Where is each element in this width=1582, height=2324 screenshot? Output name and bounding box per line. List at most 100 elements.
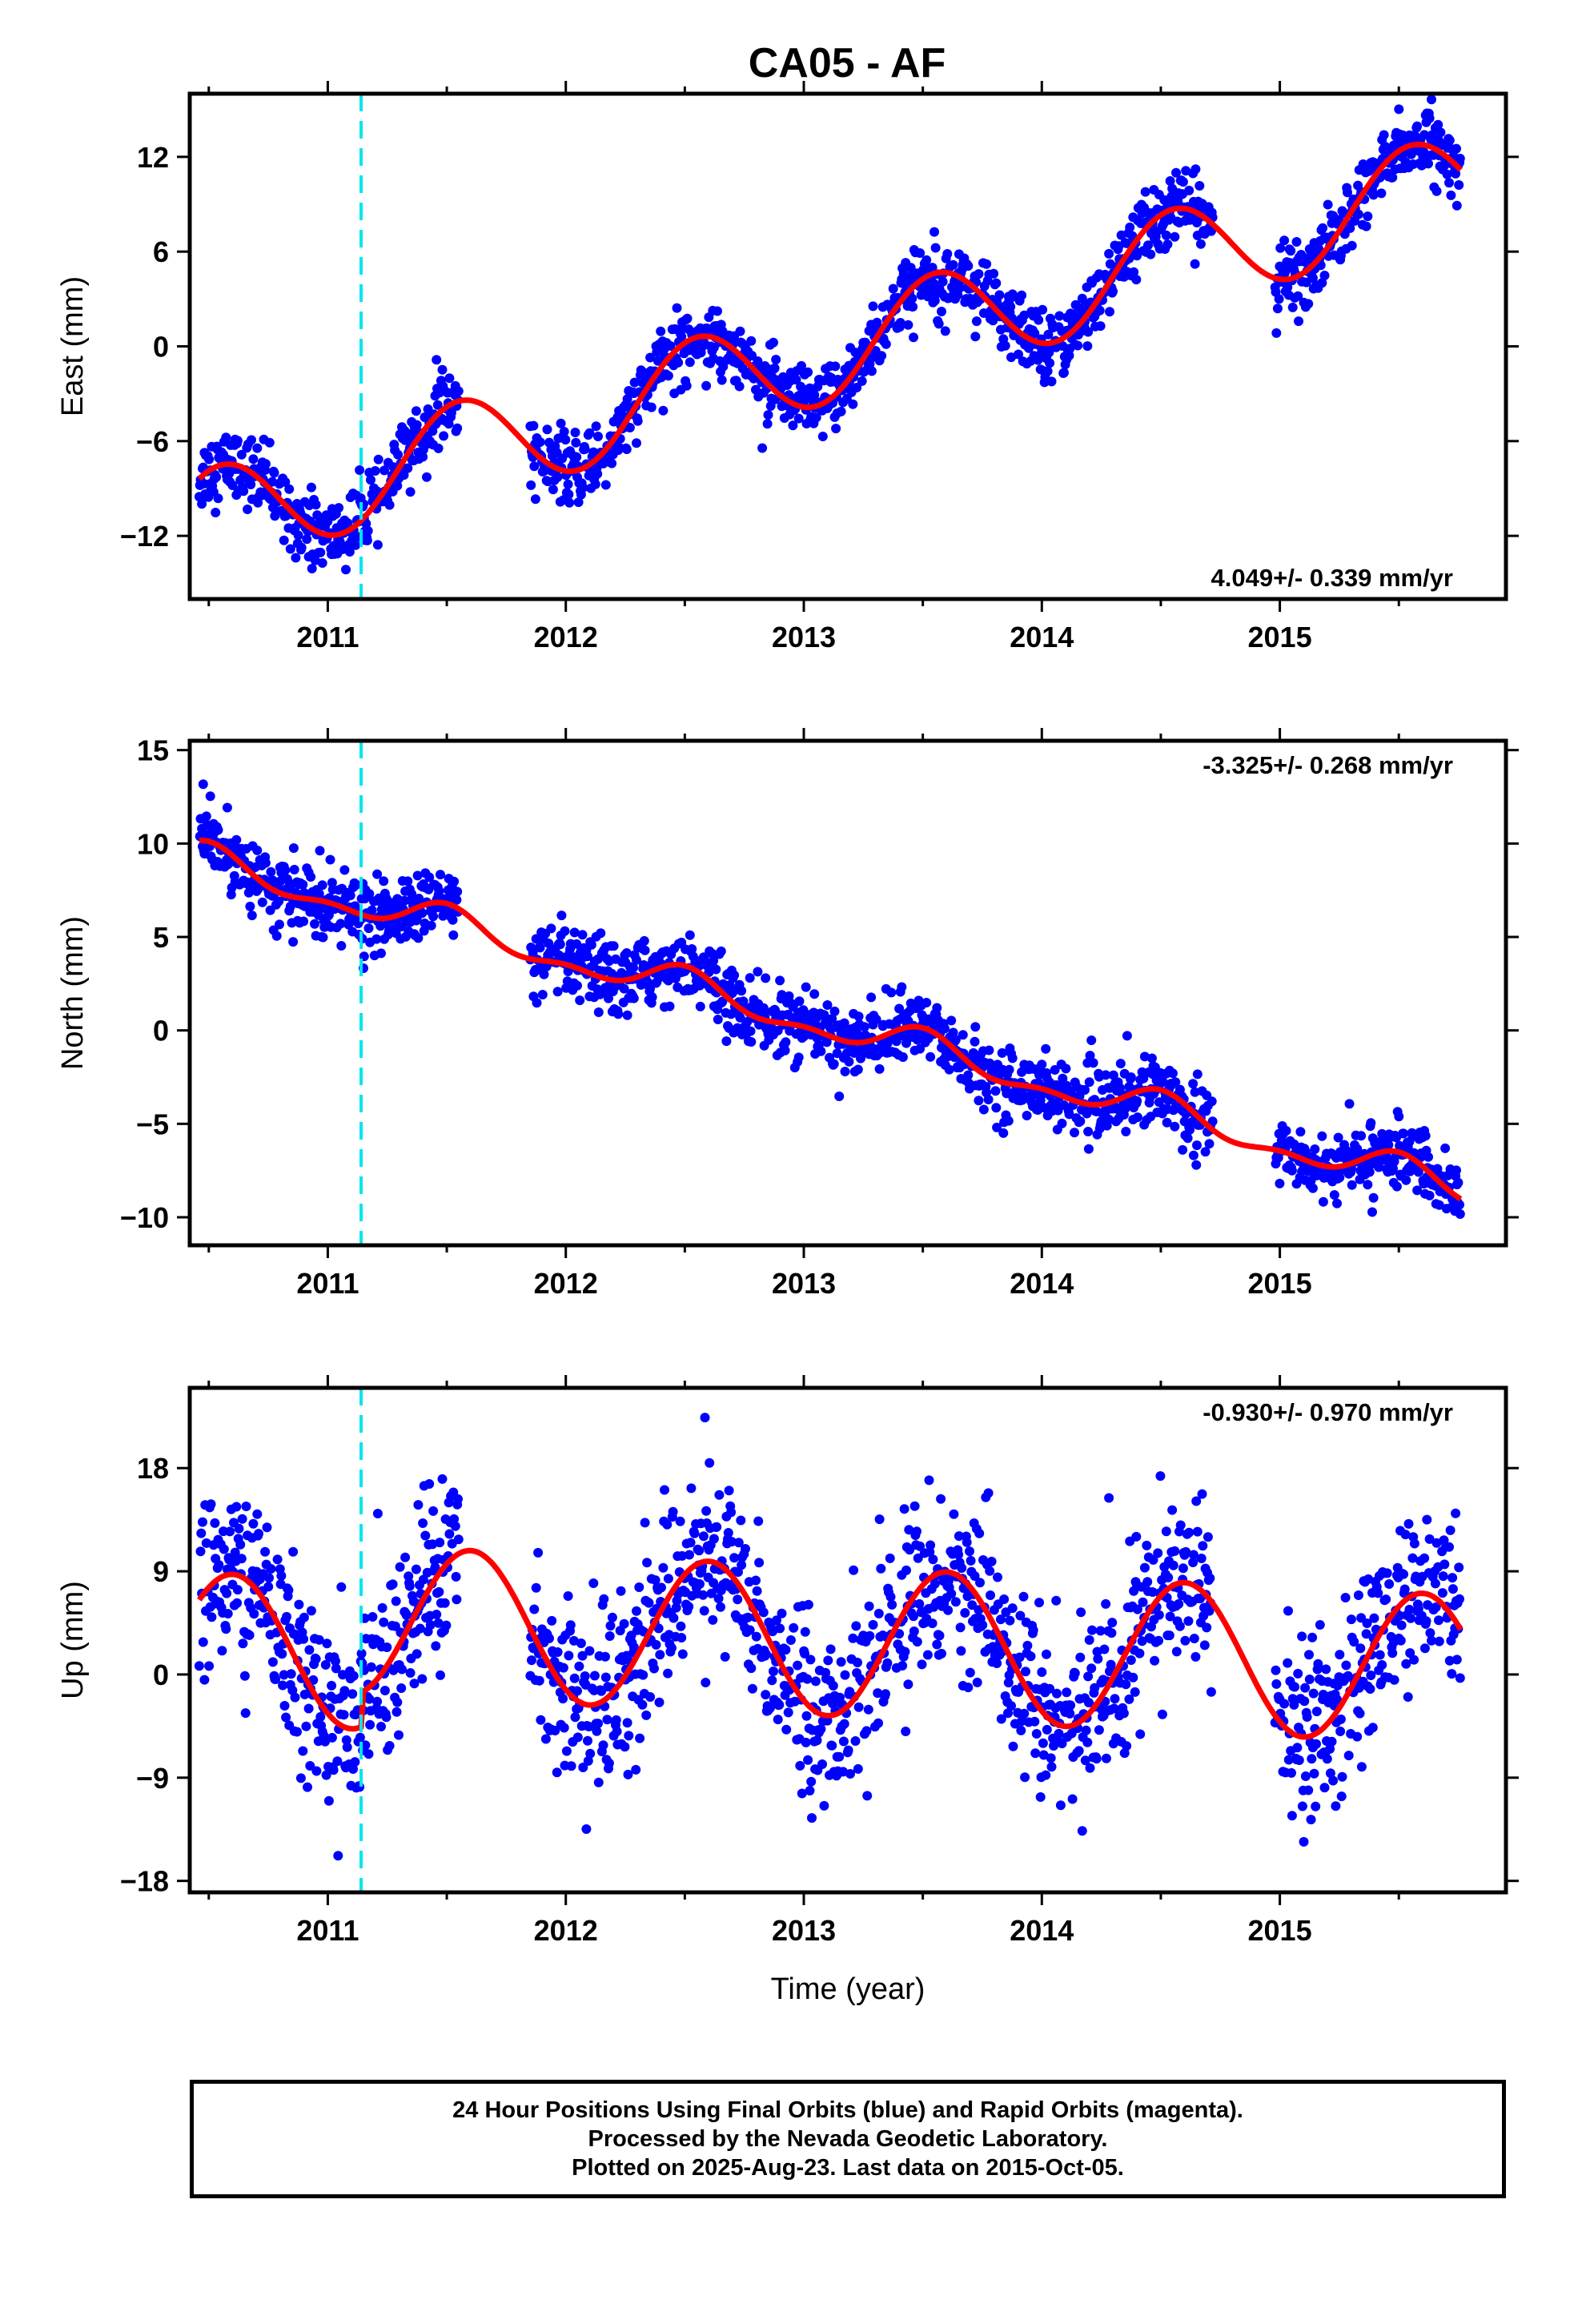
data-point <box>205 791 215 802</box>
data-point <box>1171 167 1181 178</box>
data-point <box>694 1546 705 1556</box>
data-point <box>555 939 565 950</box>
data-point <box>356 1648 367 1659</box>
data-point <box>1433 119 1443 130</box>
data-point <box>1399 1569 1408 1579</box>
data-point <box>1082 1108 1092 1119</box>
y-tick-label: 9 <box>153 1555 169 1588</box>
data-point <box>767 1675 777 1686</box>
data-point <box>665 1001 675 1011</box>
data-point <box>803 1755 813 1765</box>
data-point <box>805 1786 815 1795</box>
data-point <box>257 897 267 907</box>
data-point <box>853 1763 863 1774</box>
y-tick-label: 6 <box>153 235 169 268</box>
data-point <box>1188 1558 1199 1567</box>
data-point <box>572 1732 583 1743</box>
data-point <box>1108 286 1118 296</box>
data-point <box>577 1651 588 1661</box>
data-point <box>444 1529 455 1539</box>
data-point <box>264 437 275 448</box>
data-point <box>1139 1051 1150 1062</box>
data-point <box>701 1506 712 1516</box>
data-point <box>285 544 295 554</box>
data-point <box>716 1602 725 1612</box>
data-point <box>944 1064 954 1075</box>
data-point <box>901 1727 911 1736</box>
data-point <box>1116 230 1126 240</box>
data-point <box>993 1572 1002 1582</box>
data-point <box>568 1635 579 1646</box>
data-point <box>734 381 745 392</box>
data-point <box>576 1638 586 1648</box>
x-tick-label: 2011 <box>296 1267 359 1300</box>
y-axis-label: North (mm) <box>56 916 90 1070</box>
data-point <box>372 1696 383 1707</box>
data-point <box>1347 1180 1357 1190</box>
data-point <box>765 1703 775 1713</box>
data-point <box>267 1657 278 1667</box>
data-point <box>1447 1584 1458 1594</box>
data-point <box>367 1612 378 1622</box>
data-point <box>323 1795 334 1806</box>
data-point <box>1347 240 1357 251</box>
data-point <box>432 355 442 365</box>
data-point <box>391 1596 401 1606</box>
data-point <box>1356 1131 1367 1141</box>
data-point <box>1319 1783 1330 1793</box>
data-point <box>1104 1114 1114 1124</box>
data-point <box>1124 1694 1134 1704</box>
data-point <box>338 1670 347 1680</box>
data-point <box>271 1675 281 1684</box>
data-point <box>1271 1665 1281 1675</box>
data-point <box>604 1631 615 1641</box>
data-point <box>717 375 727 385</box>
data-point <box>774 1699 785 1710</box>
data-point <box>1325 1768 1335 1779</box>
data-point <box>1281 1126 1291 1136</box>
data-point <box>986 1590 995 1600</box>
data-point <box>1042 366 1053 376</box>
data-point <box>940 326 950 336</box>
data-point <box>248 454 259 464</box>
data-point <box>885 1592 896 1602</box>
data-point <box>1314 244 1324 254</box>
x-tick-label: 2014 <box>1010 1914 1074 1947</box>
data-point <box>844 1056 854 1067</box>
data-point <box>1361 1629 1371 1639</box>
data-point <box>1175 1520 1186 1530</box>
data-point <box>564 489 574 500</box>
data-point <box>409 1679 420 1689</box>
data-point <box>1003 1678 1014 1688</box>
data-point <box>1080 1085 1090 1095</box>
x-tick-label: 2013 <box>772 1914 836 1947</box>
data-point <box>1335 1727 1346 1736</box>
data-point <box>570 1712 580 1723</box>
data-point <box>887 1599 897 1610</box>
data-point <box>585 1748 596 1759</box>
data-point <box>405 487 416 497</box>
data-point <box>863 1704 873 1715</box>
data-point <box>991 278 1002 288</box>
data-point <box>943 1605 954 1615</box>
data-point <box>897 1052 908 1062</box>
data-point <box>246 480 256 489</box>
data-point <box>965 1546 974 1557</box>
data-point <box>1148 1554 1158 1565</box>
data-point <box>1121 1127 1131 1136</box>
data-point <box>320 1736 330 1747</box>
data-point <box>1180 1635 1191 1646</box>
data-point <box>531 1582 541 1593</box>
data-point <box>307 564 317 573</box>
data-point <box>1435 127 1446 138</box>
data-point <box>642 1558 652 1568</box>
data-point <box>600 1651 610 1662</box>
data-point <box>1140 187 1150 197</box>
data-point <box>580 444 590 454</box>
data-point <box>775 1623 785 1634</box>
data-point <box>432 1610 442 1619</box>
data-point <box>1406 1613 1415 1623</box>
data-point <box>737 1560 747 1570</box>
